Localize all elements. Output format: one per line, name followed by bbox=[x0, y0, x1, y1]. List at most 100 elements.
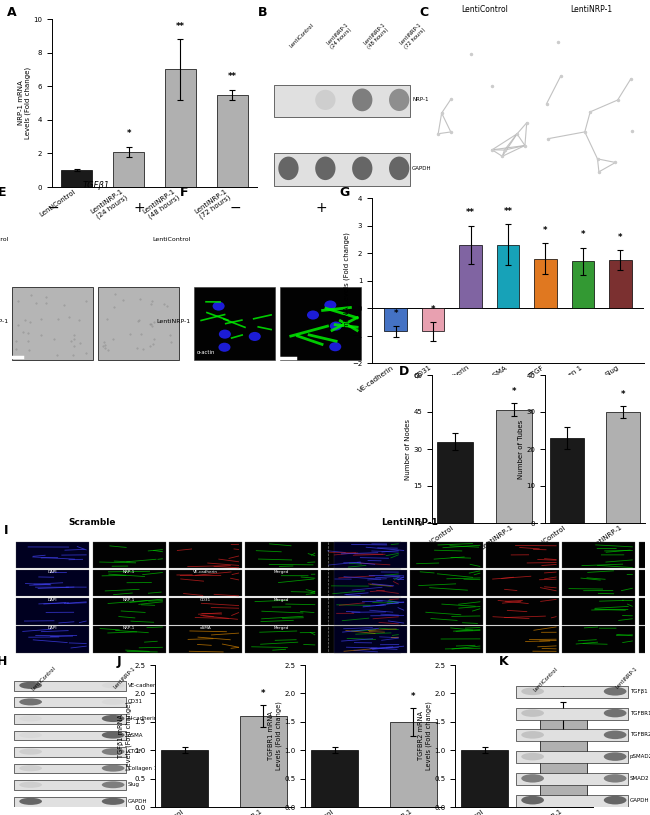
Bar bbox=[16, 570, 90, 597]
Ellipse shape bbox=[102, 732, 124, 738]
Ellipse shape bbox=[240, 412, 252, 421]
Text: N-cadherin: N-cadherin bbox=[194, 654, 216, 658]
Ellipse shape bbox=[278, 90, 298, 110]
Text: B: B bbox=[257, 6, 267, 19]
Ellipse shape bbox=[102, 748, 124, 755]
Ellipse shape bbox=[20, 698, 42, 706]
Bar bbox=[92, 627, 166, 653]
Ellipse shape bbox=[20, 765, 42, 771]
Bar bbox=[516, 751, 627, 763]
Bar bbox=[562, 570, 636, 597]
Bar bbox=[12, 369, 92, 443]
Bar bbox=[639, 570, 650, 597]
Ellipse shape bbox=[389, 89, 410, 111]
Y-axis label: TGFβ1 mRNA
Levels (Fold change): TGFβ1 mRNA Levels (Fold change) bbox=[118, 702, 132, 770]
Text: *: * bbox=[621, 390, 626, 399]
Bar bbox=[334, 542, 407, 568]
Text: NRP-1: NRP-1 bbox=[412, 97, 428, 103]
Y-axis label: TGFBR2 mRNA
Levels (Fold change): TGFBR2 mRNA Levels (Fold change) bbox=[419, 702, 432, 770]
Text: pSMAD2: pSMAD2 bbox=[630, 754, 650, 759]
Bar bbox=[14, 764, 125, 773]
Bar bbox=[169, 627, 242, 653]
Text: Merged: Merged bbox=[274, 654, 289, 658]
Text: DAPI: DAPI bbox=[48, 626, 58, 630]
Bar bbox=[462, 750, 508, 807]
Text: LentiNRP-1
(24 hours): LentiNRP-1 (24 hours) bbox=[326, 22, 354, 50]
Bar bbox=[216, 95, 248, 187]
Bar bbox=[92, 570, 166, 597]
Bar bbox=[12, 287, 92, 359]
Ellipse shape bbox=[102, 699, 124, 705]
Ellipse shape bbox=[604, 687, 627, 695]
Text: *: * bbox=[543, 226, 548, 235]
Ellipse shape bbox=[213, 302, 225, 311]
Ellipse shape bbox=[102, 682, 124, 689]
Bar bbox=[98, 369, 179, 443]
Text: DAPI: DAPI bbox=[48, 570, 58, 574]
Text: Merged: Merged bbox=[274, 597, 289, 601]
Bar bbox=[14, 797, 125, 807]
Text: Collagen 1: Collagen 1 bbox=[127, 766, 157, 771]
Text: **: ** bbox=[504, 207, 512, 216]
Text: TGFBR1: TGFBR1 bbox=[630, 711, 650, 716]
Text: NRP-1: NRP-1 bbox=[123, 570, 135, 574]
Bar bbox=[516, 773, 627, 785]
Bar bbox=[245, 570, 318, 597]
Bar bbox=[61, 170, 92, 187]
Ellipse shape bbox=[218, 342, 231, 352]
Bar bbox=[14, 730, 125, 740]
Ellipse shape bbox=[315, 90, 335, 110]
Text: *: * bbox=[512, 387, 517, 396]
Text: SMAD2: SMAD2 bbox=[630, 776, 649, 781]
Bar bbox=[516, 686, 627, 698]
Bar bbox=[245, 598, 318, 624]
Text: NRP-1: NRP-1 bbox=[123, 626, 135, 630]
Text: LentiNRP-1: LentiNRP-1 bbox=[570, 5, 612, 14]
Text: −: − bbox=[47, 201, 58, 215]
Bar bbox=[98, 287, 179, 359]
Text: DAPI: DAPI bbox=[48, 597, 58, 601]
Bar bbox=[410, 627, 483, 653]
Text: TGFβ1: TGFβ1 bbox=[83, 181, 110, 190]
Ellipse shape bbox=[102, 782, 124, 788]
Text: LentiControl: LentiControl bbox=[289, 22, 315, 48]
Text: Scramble: Scramble bbox=[69, 518, 116, 527]
Text: LentiNRP-1: LentiNRP-1 bbox=[615, 666, 639, 690]
Ellipse shape bbox=[352, 156, 372, 180]
Y-axis label: TGFBR1 mRNA
Levels (Fold change): TGFBR1 mRNA Levels (Fold change) bbox=[268, 702, 282, 770]
Bar bbox=[280, 287, 361, 359]
Ellipse shape bbox=[20, 798, 42, 805]
Bar bbox=[609, 260, 632, 308]
Ellipse shape bbox=[289, 416, 302, 425]
Bar bbox=[549, 438, 584, 523]
Ellipse shape bbox=[604, 730, 627, 739]
Text: I: I bbox=[4, 525, 8, 537]
Bar bbox=[639, 598, 650, 624]
Bar bbox=[14, 780, 125, 790]
Y-axis label: Number of Tubes: Number of Tubes bbox=[518, 420, 524, 478]
Text: *: * bbox=[618, 233, 623, 242]
Text: K: K bbox=[499, 655, 508, 668]
Text: *: * bbox=[431, 305, 436, 314]
Ellipse shape bbox=[296, 421, 308, 430]
Bar bbox=[486, 570, 559, 597]
Text: +: + bbox=[315, 201, 327, 215]
Text: G: G bbox=[339, 187, 350, 200]
Ellipse shape bbox=[213, 381, 224, 390]
Ellipse shape bbox=[307, 311, 319, 319]
Text: −: − bbox=[229, 201, 240, 215]
Text: Merged: Merged bbox=[274, 626, 289, 630]
Bar bbox=[410, 598, 483, 624]
Text: *: * bbox=[580, 231, 585, 240]
Bar bbox=[639, 542, 650, 568]
Bar bbox=[562, 627, 636, 653]
Ellipse shape bbox=[604, 752, 627, 761]
Ellipse shape bbox=[521, 753, 544, 760]
Bar bbox=[16, 542, 90, 568]
Ellipse shape bbox=[521, 795, 544, 804]
Bar bbox=[540, 719, 587, 807]
Y-axis label: NRP-1 mRNA
Levels (Fold change): NRP-1 mRNA Levels (Fold change) bbox=[18, 67, 31, 139]
Ellipse shape bbox=[521, 774, 544, 782]
Text: TGFβ1: TGFβ1 bbox=[630, 689, 647, 694]
Ellipse shape bbox=[324, 301, 336, 310]
